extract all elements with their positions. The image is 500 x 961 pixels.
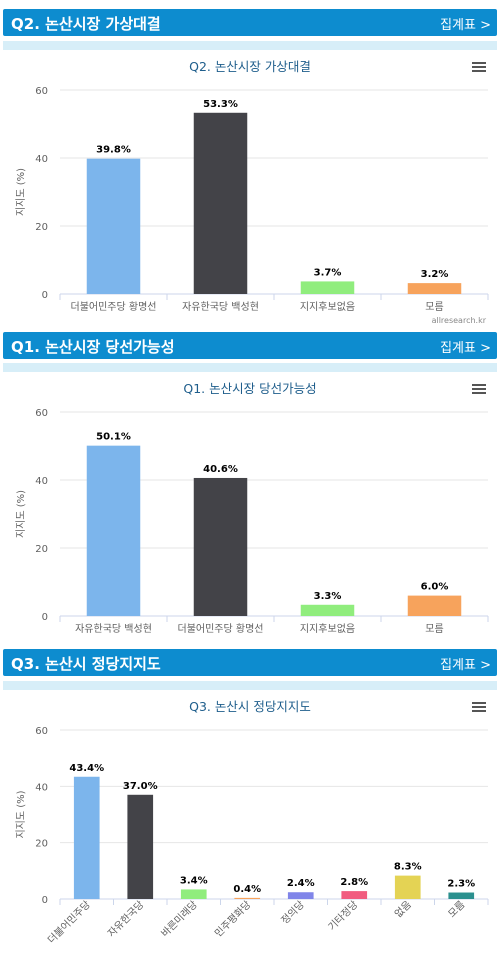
x-category-label: 지지후보없음: [300, 622, 355, 635]
data-label: 50.1%: [96, 432, 131, 443]
y-tick-label: 40: [35, 154, 48, 165]
section-header-q3: Q3. 논산시 정당지지도 집계표 >: [3, 649, 497, 676]
x-category-label: 더불어민주당 황명선: [71, 301, 157, 313]
data-label: 37.0%: [123, 781, 158, 792]
bar: [394, 875, 421, 899]
summary-table-link[interactable]: 집계표 >: [440, 658, 491, 673]
data-label: 3.7%: [314, 267, 342, 278]
y-tick-label: 0: [42, 895, 48, 906]
bar: [407, 595, 462, 616]
section-header-q2: Q2. 논산시장 가상대결 집계표 >: [3, 9, 497, 36]
x-category-label: 바른미래당: [159, 899, 200, 940]
summary-table-link[interactable]: 집계표 >: [440, 18, 491, 33]
x-category-label: 모름: [446, 899, 468, 921]
data-label: 0.4%: [233, 884, 261, 895]
bar: [234, 897, 261, 899]
x-category-label: 자유한국당: [105, 899, 146, 940]
bar: [193, 112, 248, 294]
bar: [407, 283, 462, 294]
y-tick-label: 60: [35, 86, 48, 97]
chart-menu-icon[interactable]: [472, 62, 486, 72]
bar: [300, 604, 355, 616]
chart-title: Q2. 논산시장 가상대결: [189, 59, 311, 74]
bar: [86, 158, 141, 294]
bar: [180, 889, 207, 899]
chart-q1: Q1. 논산시장 당선가능성 0 20 40 60 지지도 (%) 50.1% 자유한국당 백…: [0, 374, 500, 646]
section-title: Q3. 논산시 정당지지도: [11, 655, 161, 673]
chart-svg: Q2. 논산시장 가상대결 0 20 40 60 지지도 (%) 39.8% 더불어민주당 황…: [15, 59, 489, 313]
bar: [73, 776, 100, 899]
y-tick-label: 0: [42, 290, 48, 301]
y-tick-label: 60: [35, 726, 48, 737]
bar: [341, 891, 368, 899]
y-tick-label: 60: [35, 408, 48, 419]
y-tick-label: 0: [42, 612, 48, 623]
data-label: 8.3%: [394, 862, 422, 873]
chart-title: Q3. 논산시 정당지지도: [189, 699, 311, 714]
x-category-label: 더불어민주당: [45, 899, 93, 947]
y-axis-label: 지지도 (%): [15, 490, 27, 538]
section-title: Q1. 논산시장 당선가능성: [11, 338, 175, 356]
y-axis-label: 지지도 (%): [15, 168, 27, 216]
x-category-label: 없음: [392, 898, 414, 920]
x-category-label: 민주평화당: [212, 899, 253, 940]
data-label: 3.2%: [421, 269, 449, 280]
x-category-label: 자유한국당 백성현: [75, 623, 152, 635]
y-axis-label: 지지도 (%): [15, 790, 27, 838]
x-category-label: 정의당: [279, 899, 307, 927]
chart-title: Q1. 논산시장 당선가능성: [183, 381, 316, 396]
x-category-label: 모름: [425, 623, 443, 635]
data-label: 6.0%: [421, 582, 449, 593]
data-label: 3.4%: [180, 875, 208, 886]
y-tick-label: 20: [35, 222, 48, 233]
x-category-label: 지지후보없음: [300, 300, 355, 313]
chart-svg: Q1. 논산시장 당선가능성 0 20 40 60 지지도 (%) 50.1% 자유한국당 백…: [15, 381, 489, 635]
x-category-label: 기타정당: [326, 899, 361, 934]
bar: [86, 445, 141, 616]
data-label: 39.8%: [96, 145, 131, 156]
bar: [287, 892, 314, 899]
section-divider: [3, 363, 497, 372]
bar: [127, 794, 154, 899]
y-tick-label: 20: [35, 839, 48, 850]
chart-menu-icon[interactable]: [472, 702, 486, 712]
data-label: 53.3%: [203, 99, 238, 110]
data-label: 2.3%: [447, 879, 475, 890]
y-tick-label: 40: [35, 782, 48, 793]
y-tick-label: 40: [35, 476, 48, 487]
data-label: 40.6%: [203, 464, 238, 475]
section-title: Q2. 논산시장 가상대결: [11, 15, 161, 33]
bar: [193, 477, 248, 616]
x-category-label: 더불어민주당 황명선: [178, 623, 264, 635]
section-divider: [3, 681, 497, 690]
y-tick-label: 20: [35, 544, 48, 555]
data-label: 43.4%: [69, 763, 104, 774]
x-category-label: 자유한국당 백성현: [182, 301, 259, 313]
bar: [448, 892, 475, 899]
bar: [300, 281, 355, 294]
chart-q2: Q2. 논산시장 가상대결 0 20 40 60 지지도 (%) 39.8% 더불어민주당 황…: [0, 52, 500, 324]
chart-svg: Q3. 논산시 정당지지도 0 20 40 60 지지도 (%) 43.4% 더불어민주당 37…: [15, 699, 489, 947]
x-category-label: 모름: [425, 301, 443, 313]
data-label: 3.3%: [314, 591, 342, 602]
summary-table-link[interactable]: 집계표 >: [440, 341, 491, 356]
data-label: 2.4%: [287, 878, 315, 889]
chart-q3: Q3. 논산시 정당지지도 0 20 40 60 지지도 (%) 43.4% 더불어민주당 37…: [0, 692, 500, 957]
chart-menu-icon[interactable]: [472, 384, 486, 394]
section-header-q1: Q1. 논산시장 당선가능성 집계표 >: [3, 332, 497, 359]
section-divider: [3, 41, 497, 50]
data-label: 2.8%: [340, 877, 368, 888]
watermark: allresearch.kr: [431, 316, 486, 325]
